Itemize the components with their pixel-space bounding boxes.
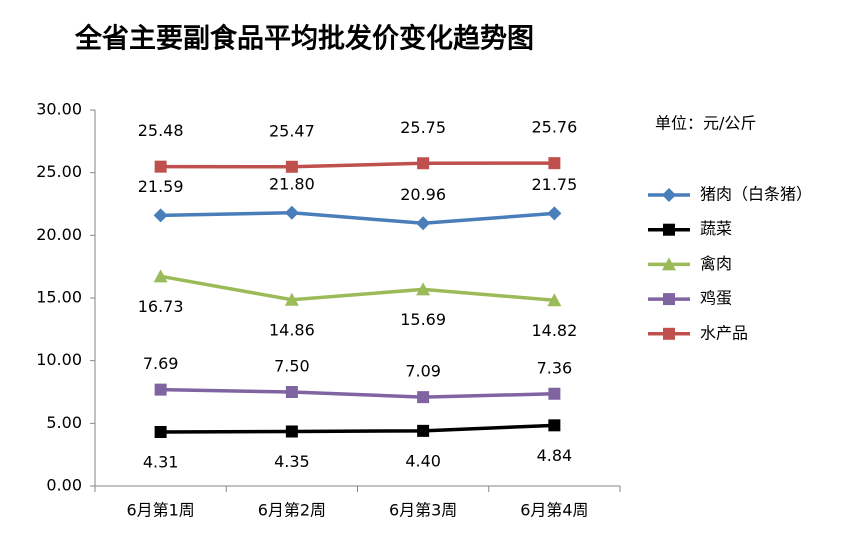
- legend-label: 禽肉: [700, 254, 732, 273]
- data-label: 7.69: [143, 354, 179, 373]
- data-label: 16.73: [138, 297, 184, 316]
- series-line: [160, 423, 555, 434]
- legend-marker: [663, 223, 675, 236]
- point: [285, 425, 298, 438]
- point: [285, 160, 298, 173]
- data-label: 25.75: [400, 118, 446, 137]
- data-label: 7.09: [405, 362, 441, 381]
- point: [547, 206, 562, 221]
- chart-title: 全省主要副食品平均批发价变化趋势图: [74, 23, 534, 55]
- y-tick-label: 20.00: [36, 225, 82, 244]
- data-label: 21.80: [269, 174, 315, 193]
- data-label: 4.31: [143, 452, 179, 471]
- x-tick-label: 6月第1周: [126, 501, 194, 520]
- y-tick-label: 25.00: [36, 162, 82, 181]
- data-label: 4.40: [405, 451, 441, 470]
- legend-marker: [662, 188, 676, 202]
- point: [154, 383, 167, 396]
- legend-label: 猪肉（白条猪）: [700, 185, 812, 204]
- y-tick-label: 30.00: [36, 100, 82, 119]
- point: [153, 208, 168, 223]
- point: [548, 419, 561, 432]
- series-line: [160, 211, 555, 226]
- point: [417, 391, 430, 404]
- point: [154, 160, 167, 173]
- data-label: 15.69: [400, 310, 446, 329]
- data-label: 25.48: [138, 121, 184, 140]
- x-tick-label: 6月第2周: [258, 501, 326, 520]
- legend-marker: [662, 257, 676, 271]
- legend-label: 蔬菜: [700, 219, 732, 238]
- unit-label: 单位：元/公斤: [655, 114, 756, 133]
- series-line: [160, 387, 555, 399]
- legend-label: 鸡蛋: [700, 289, 732, 308]
- point: [548, 157, 561, 170]
- y-tick-label: 5.00: [46, 413, 82, 432]
- legend-label: 水产品: [700, 323, 748, 342]
- point: [154, 425, 167, 438]
- point: [416, 282, 431, 296]
- point: [417, 157, 430, 170]
- data-label: 25.47: [269, 121, 315, 140]
- point: [548, 387, 561, 400]
- data-label: 21.75: [531, 175, 577, 194]
- data-label: 21.59: [138, 177, 184, 196]
- y-tick-label: 15.00: [36, 288, 82, 307]
- data-label: 25.76: [531, 118, 577, 137]
- y-tick-label: 0.00: [46, 476, 82, 495]
- legend-marker: [663, 327, 675, 340]
- point: [547, 293, 562, 307]
- series-line: [160, 274, 555, 302]
- series-line: [160, 161, 555, 169]
- data-label: 20.96: [400, 185, 446, 204]
- x-tick-label: 6月第4周: [520, 501, 588, 520]
- point: [284, 292, 299, 306]
- point: [153, 269, 168, 283]
- data-label: 4.35: [274, 452, 310, 471]
- data-label: 14.86: [269, 320, 315, 339]
- data-label: 14.82: [531, 321, 577, 340]
- data-label: 4.84: [537, 446, 573, 465]
- data-label: 7.36: [537, 358, 573, 377]
- legend-marker: [663, 293, 675, 306]
- data-label: 7.50: [274, 357, 310, 376]
- point: [284, 205, 299, 220]
- point: [416, 216, 431, 231]
- y-tick-label: 10.00: [36, 350, 82, 369]
- point: [417, 424, 430, 437]
- x-tick-label: 6月第3周: [389, 501, 457, 520]
- point: [285, 386, 298, 398]
